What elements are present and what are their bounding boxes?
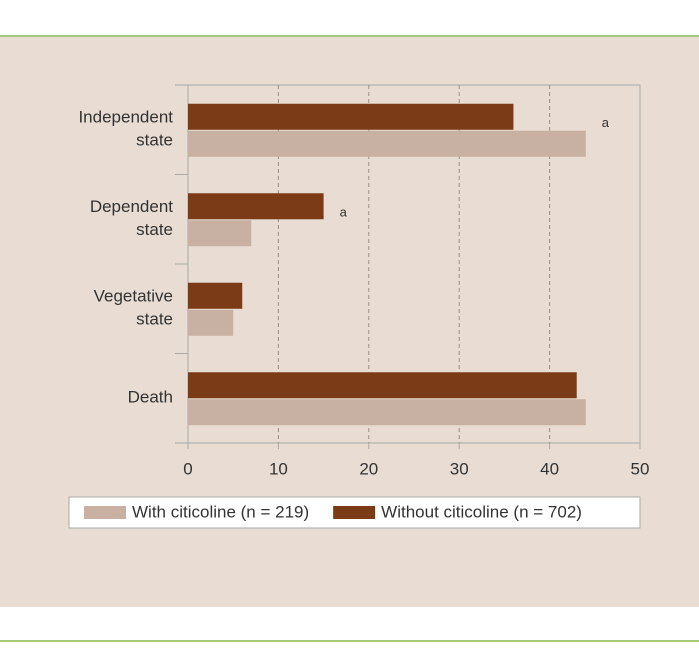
y-tick-label: Vegetative state [94,287,173,329]
annotation: a [340,205,348,220]
bar [188,130,586,157]
legend-swatch [84,506,126,519]
x-tick-label: 10 [269,459,288,478]
bar [188,103,514,130]
y-tick-label: Independent state [78,108,173,150]
bar [188,309,234,336]
y-tick-label: Death [128,388,173,407]
bar [188,372,577,399]
legend-swatch [333,506,376,519]
y-tick-label: Dependent state [90,197,173,239]
x-tick-label: 0 [183,459,192,478]
bar [188,399,586,426]
bar [188,220,252,247]
x-tick-label: 30 [450,459,469,478]
annotation: a [602,115,610,130]
x-tick-label: 20 [359,459,378,478]
x-tick-label: 40 [540,459,559,478]
x-tick-label: 50 [631,459,650,478]
bar [188,193,324,220]
legend-label: With citicoline (n = 219) [132,502,309,521]
legend-label: Without citicoline (n = 702) [381,502,582,521]
bar [188,282,243,309]
